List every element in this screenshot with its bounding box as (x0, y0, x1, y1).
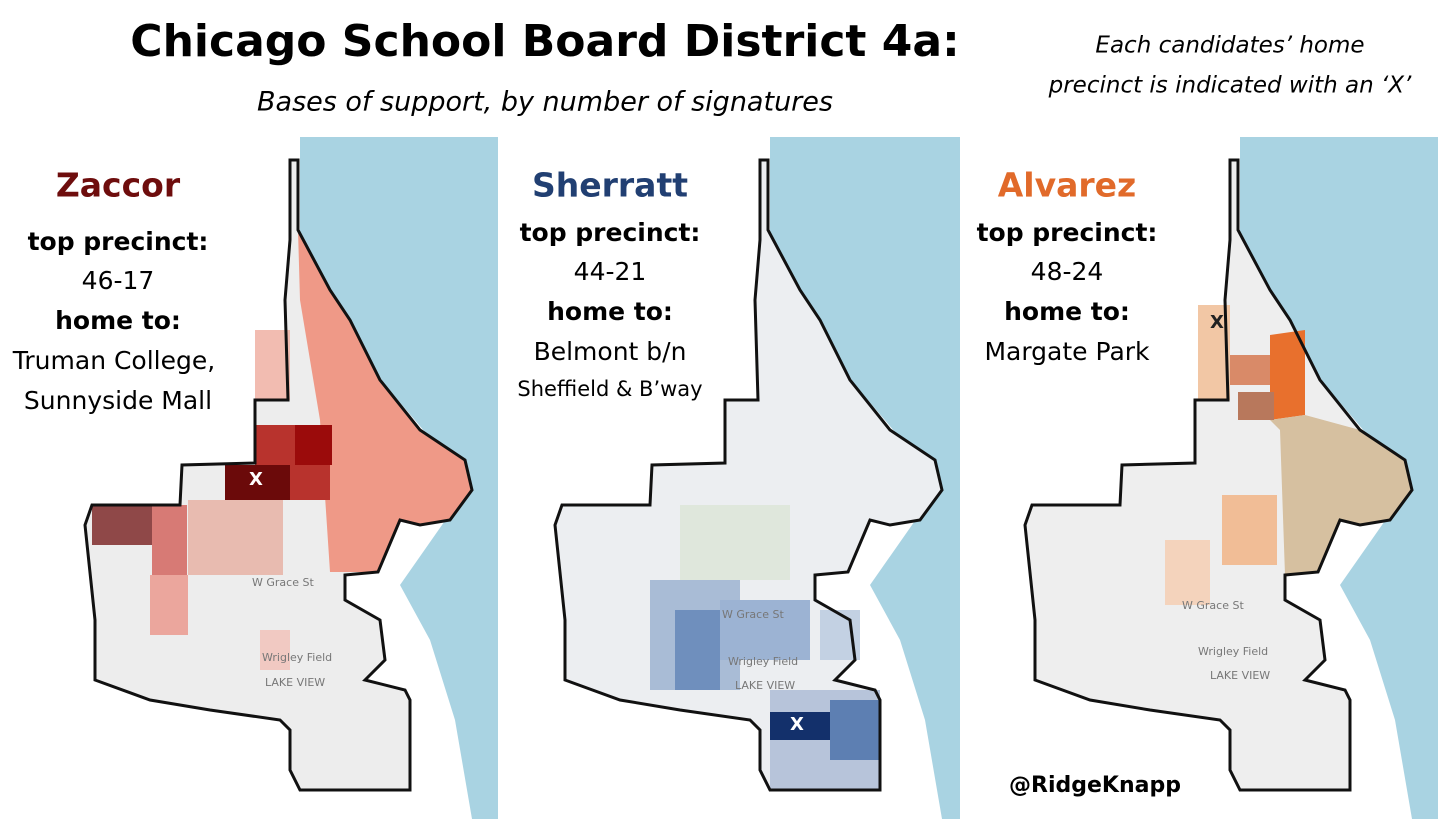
area-label: LAKE VIEW (265, 676, 325, 689)
precinct-id: 48-24 (1031, 257, 1104, 286)
precinct (1238, 392, 1274, 420)
precinct (1270, 330, 1305, 420)
precinct-id: 44-21 (574, 257, 647, 286)
home-marker: X (249, 469, 263, 490)
candidate-name: Alvarez (998, 166, 1137, 205)
street-label: W Grace St (1182, 599, 1244, 612)
precinct (92, 505, 152, 545)
precinct (1230, 355, 1270, 385)
precinct (1165, 540, 1210, 605)
label: home to: (1004, 297, 1130, 326)
title: Chicago School Board District 4a: (130, 16, 959, 67)
precinct (830, 700, 880, 760)
area-label: LAKE VIEW (1210, 669, 1270, 682)
label: top precinct: (977, 218, 1158, 247)
label: home to: (55, 306, 181, 335)
note: precinct is indicated with an ‘X’ (1048, 73, 1412, 99)
precinct (1222, 495, 1277, 565)
map-sherratt (500, 137, 968, 819)
home-marker: X (1210, 312, 1224, 333)
street-label: W Grace St (252, 576, 314, 589)
precinct (260, 630, 290, 670)
label: top precinct: (520, 218, 701, 247)
precinct (675, 610, 720, 690)
precinct (770, 712, 830, 740)
street-label: W Grace St (722, 608, 784, 621)
landmark-label: Wrigley Field (1198, 645, 1268, 658)
precinct (188, 500, 283, 575)
precinct (255, 330, 290, 400)
area-label: LAKE VIEW (735, 679, 795, 692)
precinct (225, 465, 290, 500)
precinct (295, 425, 332, 465)
home-to: Sunnyside Mall (24, 386, 212, 415)
candidate-name: Sherratt (532, 166, 688, 205)
precinct (298, 230, 472, 572)
precinct (1270, 415, 1412, 575)
home-marker: X (790, 714, 804, 735)
map-zaccor (0, 137, 498, 819)
map-alvarez (960, 137, 1456, 819)
label: home to: (547, 297, 673, 326)
precinct (152, 505, 187, 575)
park (680, 505, 790, 580)
landmark-label: Wrigley Field (728, 655, 798, 668)
home-to: Margate Park (984, 337, 1150, 366)
landmark-label: Wrigley Field (262, 651, 332, 664)
credit: @RidgeKnapp (1009, 773, 1181, 798)
candidate-name: Zaccor (56, 166, 181, 205)
precinct (720, 600, 810, 660)
label: top precinct: (28, 227, 209, 256)
note: Each candidates’ home (1095, 33, 1364, 59)
home-to: Belmont b/n (534, 337, 687, 366)
home-to: Sheffield & B’way (517, 377, 702, 401)
subtitle: Bases of support, by number of signature… (257, 87, 833, 118)
home-to: Truman College, (12, 346, 215, 375)
precinct-id: 46-17 (82, 266, 155, 295)
precinct (150, 575, 188, 635)
